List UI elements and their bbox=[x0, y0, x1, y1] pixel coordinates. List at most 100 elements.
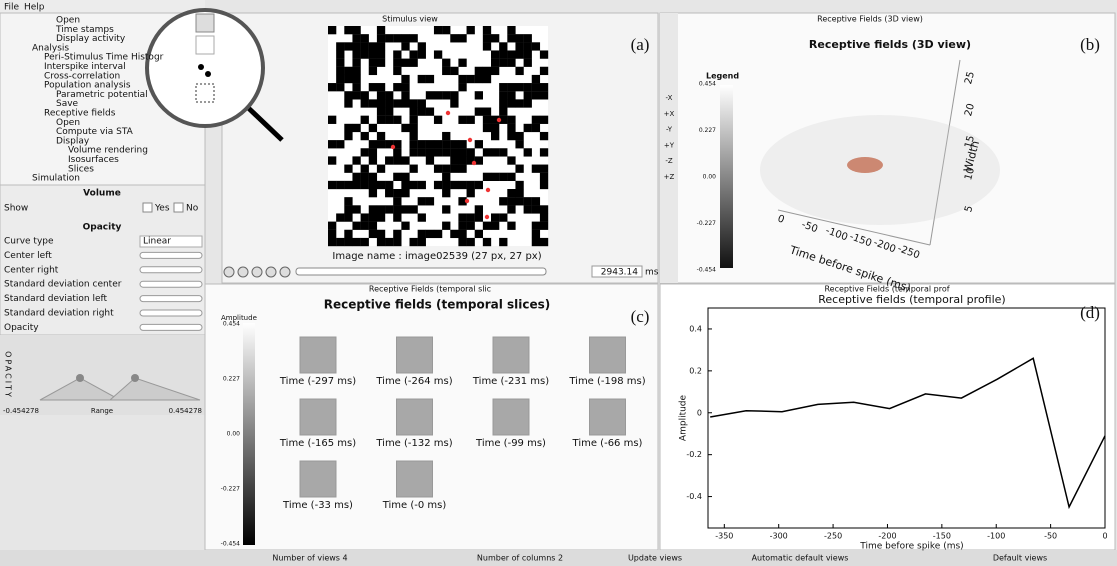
tree-item[interactable]: Open bbox=[56, 118, 80, 128]
pixel bbox=[385, 34, 394, 43]
pixel bbox=[368, 123, 378, 133]
tree-item[interactable]: Interspike interval bbox=[44, 62, 126, 72]
tree-item[interactable]: Peri-Stimulus Time Histogr bbox=[44, 53, 164, 63]
slice-label: Time (-132 ms) bbox=[375, 438, 452, 449]
pixel bbox=[352, 180, 361, 190]
pixel bbox=[368, 221, 378, 230]
tree-item[interactable]: Display bbox=[56, 136, 90, 146]
pixel bbox=[376, 180, 386, 190]
x-tick-label: -50 bbox=[1044, 532, 1057, 541]
time-unit: ms bbox=[645, 268, 659, 278]
scale-tick: 0.227 bbox=[223, 376, 240, 383]
grid-icon[interactable] bbox=[195, 35, 215, 55]
menu-item[interactable]: Help bbox=[24, 3, 45, 13]
tree-item[interactable]: Volume rendering bbox=[68, 146, 148, 156]
pause-button[interactable] bbox=[237, 266, 249, 278]
pixel bbox=[474, 140, 483, 149]
slider[interactable] bbox=[139, 323, 203, 331]
pixel bbox=[425, 140, 435, 149]
forward-button[interactable] bbox=[265, 266, 277, 278]
pixel bbox=[393, 50, 402, 59]
pixel bbox=[328, 237, 337, 247]
legend-colorbar bbox=[720, 85, 733, 268]
footer-control[interactable]: Number of views 4 bbox=[272, 554, 347, 563]
tree-item[interactable]: Simulation bbox=[32, 174, 80, 184]
option-label: No bbox=[186, 204, 199, 214]
slider[interactable] bbox=[139, 280, 203, 288]
back-button[interactable] bbox=[251, 266, 263, 278]
pixel bbox=[401, 83, 410, 92]
pixel bbox=[393, 115, 402, 124]
slider[interactable] bbox=[139, 266, 203, 274]
tree-item[interactable]: Time stamps bbox=[55, 25, 114, 35]
play-button[interactable] bbox=[223, 266, 235, 278]
time-slider[interactable] bbox=[295, 267, 547, 276]
checkbox[interactable] bbox=[173, 202, 184, 213]
pixel bbox=[499, 148, 508, 157]
tree-item[interactable]: Open bbox=[56, 16, 80, 26]
pixel bbox=[336, 66, 345, 76]
opacity-handle[interactable] bbox=[76, 374, 84, 382]
pixel bbox=[385, 99, 394, 108]
slice-image bbox=[589, 398, 626, 436]
pixel bbox=[336, 140, 345, 149]
toolbar-button[interactable]: -Z bbox=[665, 157, 673, 165]
toolbar-button[interactable]: +Z bbox=[664, 173, 675, 181]
tree-item[interactable]: Isosurfaces bbox=[68, 155, 119, 165]
tree-item[interactable]: Receptive fields bbox=[44, 109, 116, 119]
icon[interactable] bbox=[195, 13, 215, 33]
pixel bbox=[417, 107, 426, 116]
tree-item[interactable]: Save bbox=[56, 99, 79, 109]
property-label: Standard deviation left bbox=[4, 294, 108, 304]
tree-item[interactable]: Slices bbox=[68, 164, 94, 174]
select-icon[interactable] bbox=[195, 83, 215, 103]
time-field[interactable] bbox=[591, 265, 643, 278]
pixel bbox=[360, 164, 369, 173]
toolbar-button[interactable]: +Y bbox=[664, 141, 675, 149]
dropdown[interactable] bbox=[139, 235, 203, 248]
tree-item[interactable]: Population analysis bbox=[44, 81, 131, 91]
pixel bbox=[393, 83, 402, 92]
pixel bbox=[523, 34, 532, 43]
toolbar-button[interactable]: -X bbox=[666, 94, 673, 102]
slider[interactable] bbox=[139, 309, 203, 317]
footer-control[interactable]: Update views bbox=[628, 554, 682, 563]
toolbar-button[interactable]: +X bbox=[664, 110, 675, 118]
pixel bbox=[458, 140, 467, 149]
playback-controls bbox=[223, 265, 643, 278]
tree-item[interactable]: Parametric potential bbox=[56, 90, 148, 100]
tree-item[interactable]: Cross-correlation bbox=[44, 71, 120, 81]
pixel bbox=[539, 115, 549, 124]
footer-control[interactable]: Default views bbox=[993, 554, 1047, 563]
stop-button[interactable] bbox=[279, 266, 291, 278]
pixel bbox=[523, 148, 532, 157]
spike-dot bbox=[485, 187, 491, 193]
pixel bbox=[393, 172, 402, 181]
footer-control[interactable]: Number of columns 2 bbox=[477, 554, 563, 563]
pixel bbox=[433, 50, 443, 59]
pixel bbox=[360, 91, 369, 100]
pixel bbox=[507, 58, 516, 67]
slice-label: Time (-165 ms) bbox=[279, 438, 356, 449]
pixel bbox=[458, 115, 467, 124]
tree-item[interactable]: Analysis bbox=[32, 43, 69, 53]
panel-title: Receptive Fields (temporal prof bbox=[824, 285, 949, 294]
tree-item[interactable]: Compute via STA bbox=[56, 127, 134, 137]
pixel bbox=[344, 213, 353, 222]
pixel bbox=[425, 107, 435, 116]
footer-control[interactable]: Automatic default views bbox=[752, 554, 849, 563]
view-heading: Receptive fields (3D view) bbox=[809, 38, 971, 51]
pixel bbox=[368, 189, 378, 198]
pixel bbox=[458, 221, 467, 230]
pixel bbox=[393, 213, 402, 222]
pixel bbox=[376, 205, 386, 214]
menu-item[interactable]: File bbox=[4, 3, 20, 13]
slider[interactable] bbox=[139, 251, 203, 259]
toolbar-button[interactable]: -Y bbox=[666, 126, 673, 134]
opacity-handle[interactable] bbox=[131, 374, 139, 382]
checkbox[interactable] bbox=[142, 202, 153, 213]
pixel bbox=[376, 26, 386, 35]
pixel bbox=[515, 131, 524, 141]
tree-item[interactable]: Display activity bbox=[56, 34, 126, 44]
slider[interactable] bbox=[139, 295, 203, 303]
